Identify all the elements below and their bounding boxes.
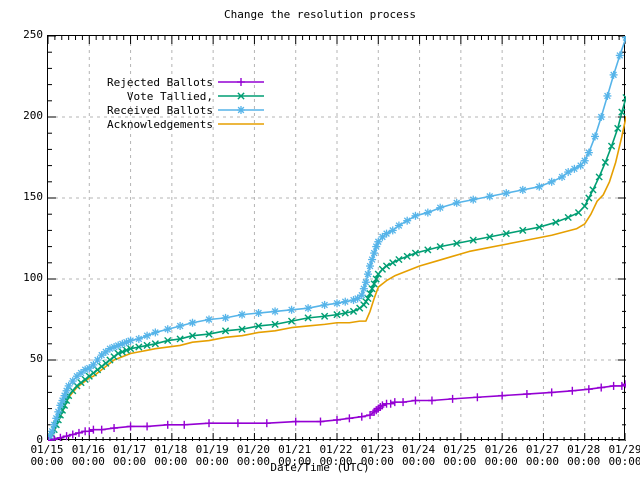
x-tick-date: 01/23 xyxy=(360,443,394,456)
legend-item-acknowledgements[interactable]: Acknowledgements xyxy=(100,117,265,131)
legend-sample-line xyxy=(218,78,264,86)
y-tick-label: 50 xyxy=(29,352,43,365)
x-tick-label: 01/23 00:00 xyxy=(347,444,407,468)
x-tick-time: 00:00 xyxy=(443,455,477,468)
legend-label: Received Ballots xyxy=(107,103,213,117)
x-tick-label: 01/24 00:00 xyxy=(389,444,449,468)
series-rejected-ballots xyxy=(48,380,626,441)
x-tick-time: 00:00 xyxy=(402,455,436,468)
x-tick-date: 01/25 xyxy=(443,443,477,456)
x-tick-time: 00:00 xyxy=(319,455,353,468)
x-tick-date: 01/22 xyxy=(319,443,353,456)
x-tick-time: 00:00 xyxy=(278,455,312,468)
x-tick-date: 01/15 xyxy=(30,443,64,456)
x-tick-time: 00:00 xyxy=(484,455,518,468)
chart-title: Change the resolution process xyxy=(223,8,417,21)
legend-sample-line xyxy=(218,92,264,100)
x-tick-label: 01/28 00:00 xyxy=(554,444,614,468)
x-tick-time: 00:00 xyxy=(525,455,559,468)
x-tick-label: 01/19 00:00 xyxy=(182,444,242,468)
x-tick-time: 00:00 xyxy=(71,455,105,468)
x-tick-date: 01/29 xyxy=(608,443,640,456)
y-tick-label: 250 xyxy=(23,28,43,41)
x-tick-time: 00:00 xyxy=(154,455,188,468)
x-tick-date: 01/20 xyxy=(236,443,270,456)
legend-item-received-ballots[interactable]: Received Ballots xyxy=(100,103,265,117)
x-tick-time: 00:00 xyxy=(360,455,394,468)
x-tick-label: 01/15 00:00 xyxy=(17,444,77,468)
x-tick-date: 01/17 xyxy=(113,443,147,456)
y-tick-label: 0 xyxy=(36,433,43,446)
x-tick-label: 01/26 00:00 xyxy=(471,444,531,468)
plot-area: Rejected Ballots Vote Tallied, Received Ba… xyxy=(47,35,626,441)
x-tick-date: 01/19 xyxy=(195,443,229,456)
legend-sample-line xyxy=(218,106,264,114)
x-axis-label: Date/Time (UTC) xyxy=(270,461,370,474)
legend-label: Vote Tallied, xyxy=(126,89,213,103)
x-tick-date: 01/21 xyxy=(278,443,312,456)
x-tick-date: 01/27 xyxy=(525,443,559,456)
x-tick-label: 01/20 00:00 xyxy=(223,444,283,468)
x-tick-date: 01/26 xyxy=(484,443,518,456)
x-tick-label: 01/22 00:00 xyxy=(306,444,366,468)
x-tick-time: 00:00 xyxy=(113,455,147,468)
legend-item-vote-tallied[interactable]: Vote Tallied, xyxy=(100,89,265,103)
axis-ticks xyxy=(48,36,626,441)
series-vote-tallied xyxy=(48,93,626,441)
series-received-ballots xyxy=(48,36,626,441)
x-tick-time: 00:00 xyxy=(608,455,640,468)
x-tick-date: 01/28 xyxy=(567,443,601,456)
x-tick-label: 01/29 00:00 xyxy=(595,444,640,468)
x-tick-time: 00:00 xyxy=(236,455,270,468)
x-tick-label: 01/21 00:00 xyxy=(265,444,325,468)
x-tick-label: 01/17 00:00 xyxy=(100,444,160,468)
chart-legend: Rejected Ballots Vote Tallied, Received Ba… xyxy=(100,75,265,131)
y-tick-label: 150 xyxy=(23,190,43,203)
x-tick-date: 01/18 xyxy=(154,443,188,456)
legend-sample-line xyxy=(218,123,264,125)
y-tick-label: 100 xyxy=(23,271,43,284)
x-tick-label: 01/18 00:00 xyxy=(141,444,201,468)
plot-svg xyxy=(48,36,626,441)
x-tick-time: 00:00 xyxy=(195,455,229,468)
legend-item-rejected-ballots[interactable]: Rejected Ballots xyxy=(100,75,265,89)
x-tick-time: 00:00 xyxy=(567,455,601,468)
y-axis-tick-labels: 0 50 100 150 200 250 xyxy=(0,0,43,480)
grid-lines xyxy=(48,36,626,441)
legend-label: Rejected Ballots xyxy=(107,75,213,89)
x-tick-label: 01/16 00:00 xyxy=(58,444,118,468)
x-tick-label: 01/25 00:00 xyxy=(430,444,490,468)
x-tick-time: 00:00 xyxy=(30,455,64,468)
legend-label: Acknowledgements xyxy=(107,117,213,131)
series-acknowledgements xyxy=(48,116,626,441)
y-tick-label: 200 xyxy=(23,109,43,122)
x-tick-date: 01/16 xyxy=(71,443,105,456)
x-tick-date: 01/24 xyxy=(402,443,436,456)
x-tick-label: 01/27 00:00 xyxy=(512,444,572,468)
